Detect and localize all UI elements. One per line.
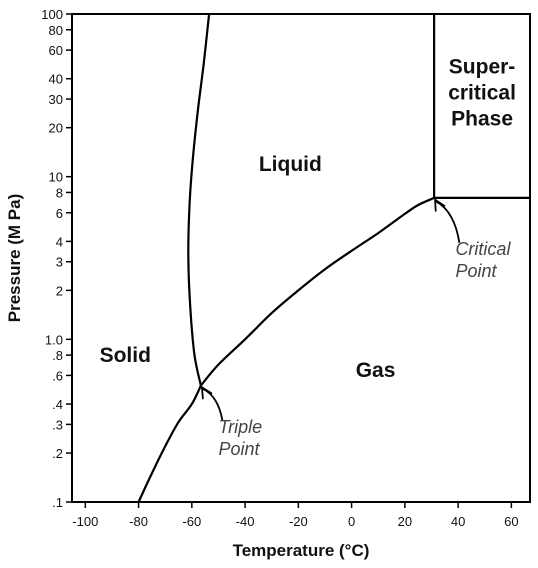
y-tick-label: .2 xyxy=(52,446,63,461)
x-tick-label: 0 xyxy=(348,514,355,529)
annotation-labels: Triple Point Critical Point xyxy=(218,239,511,459)
region-label-solid: Solid xyxy=(100,344,151,367)
region-labels: Solid Liquid Gas Super-critical Phase xyxy=(100,55,516,381)
arrow-critical-point xyxy=(435,200,461,243)
x-tick-label: -100 xyxy=(72,514,98,529)
vaporization-curve xyxy=(200,196,435,387)
arrowhead-critical-point xyxy=(434,198,446,212)
y-tick-label: .6 xyxy=(52,368,63,383)
x-axis-label: Temperature (°C) xyxy=(233,541,370,560)
region-label-liquid: Liquid xyxy=(259,153,322,176)
y-tick-label: 40 xyxy=(49,72,63,87)
y-tick-label: 4 xyxy=(56,234,63,249)
plot-frame xyxy=(71,13,531,503)
y-tick-label: .1 xyxy=(52,495,63,510)
annotation-critical-point: Critical Point xyxy=(455,239,511,281)
y-tick-label: 8 xyxy=(56,185,63,200)
y-tick-label: 10 xyxy=(49,170,63,185)
x-tick-label: -60 xyxy=(182,514,201,529)
annotation-triple-point: Triple Point xyxy=(218,417,262,459)
arrowhead-triple-point xyxy=(201,386,213,400)
y-axis-label: Pressure (M Pa) xyxy=(5,194,24,323)
y-tick-label: 1.0 xyxy=(45,332,63,347)
x-tick-label: 40 xyxy=(451,514,465,529)
y-tick-label: .4 xyxy=(52,397,63,412)
sublimation-curve xyxy=(137,385,202,503)
y-tick-label: 20 xyxy=(49,121,63,136)
y-tick-label: 6 xyxy=(56,206,63,221)
x-tick-label: -40 xyxy=(236,514,255,529)
region-label-gas: Gas xyxy=(356,359,396,382)
y-tick-label: 80 xyxy=(49,23,63,38)
y-tick-label: 100 xyxy=(41,7,63,22)
x-axis-ticks: -100 -80 -60 -40 -20 0 20 40 60 xyxy=(72,502,519,529)
y-tick-label: .3 xyxy=(52,417,63,432)
y-tick-label: .8 xyxy=(52,348,63,363)
y-tick-label: 60 xyxy=(49,43,63,58)
curves-layer xyxy=(137,13,530,503)
x-tick-label: 60 xyxy=(504,514,518,529)
x-tick-label: -80 xyxy=(129,514,148,529)
region-label-supercritical: Super-critical Phase xyxy=(448,55,516,130)
y-tick-label: 30 xyxy=(49,92,63,107)
y-tick-label: 3 xyxy=(56,255,63,270)
x-tick-label: -20 xyxy=(289,514,308,529)
y-tick-label: 2 xyxy=(56,283,63,298)
melting-curve xyxy=(187,13,211,386)
x-tick-label: 20 xyxy=(398,514,412,529)
arrows-layer xyxy=(201,198,461,421)
